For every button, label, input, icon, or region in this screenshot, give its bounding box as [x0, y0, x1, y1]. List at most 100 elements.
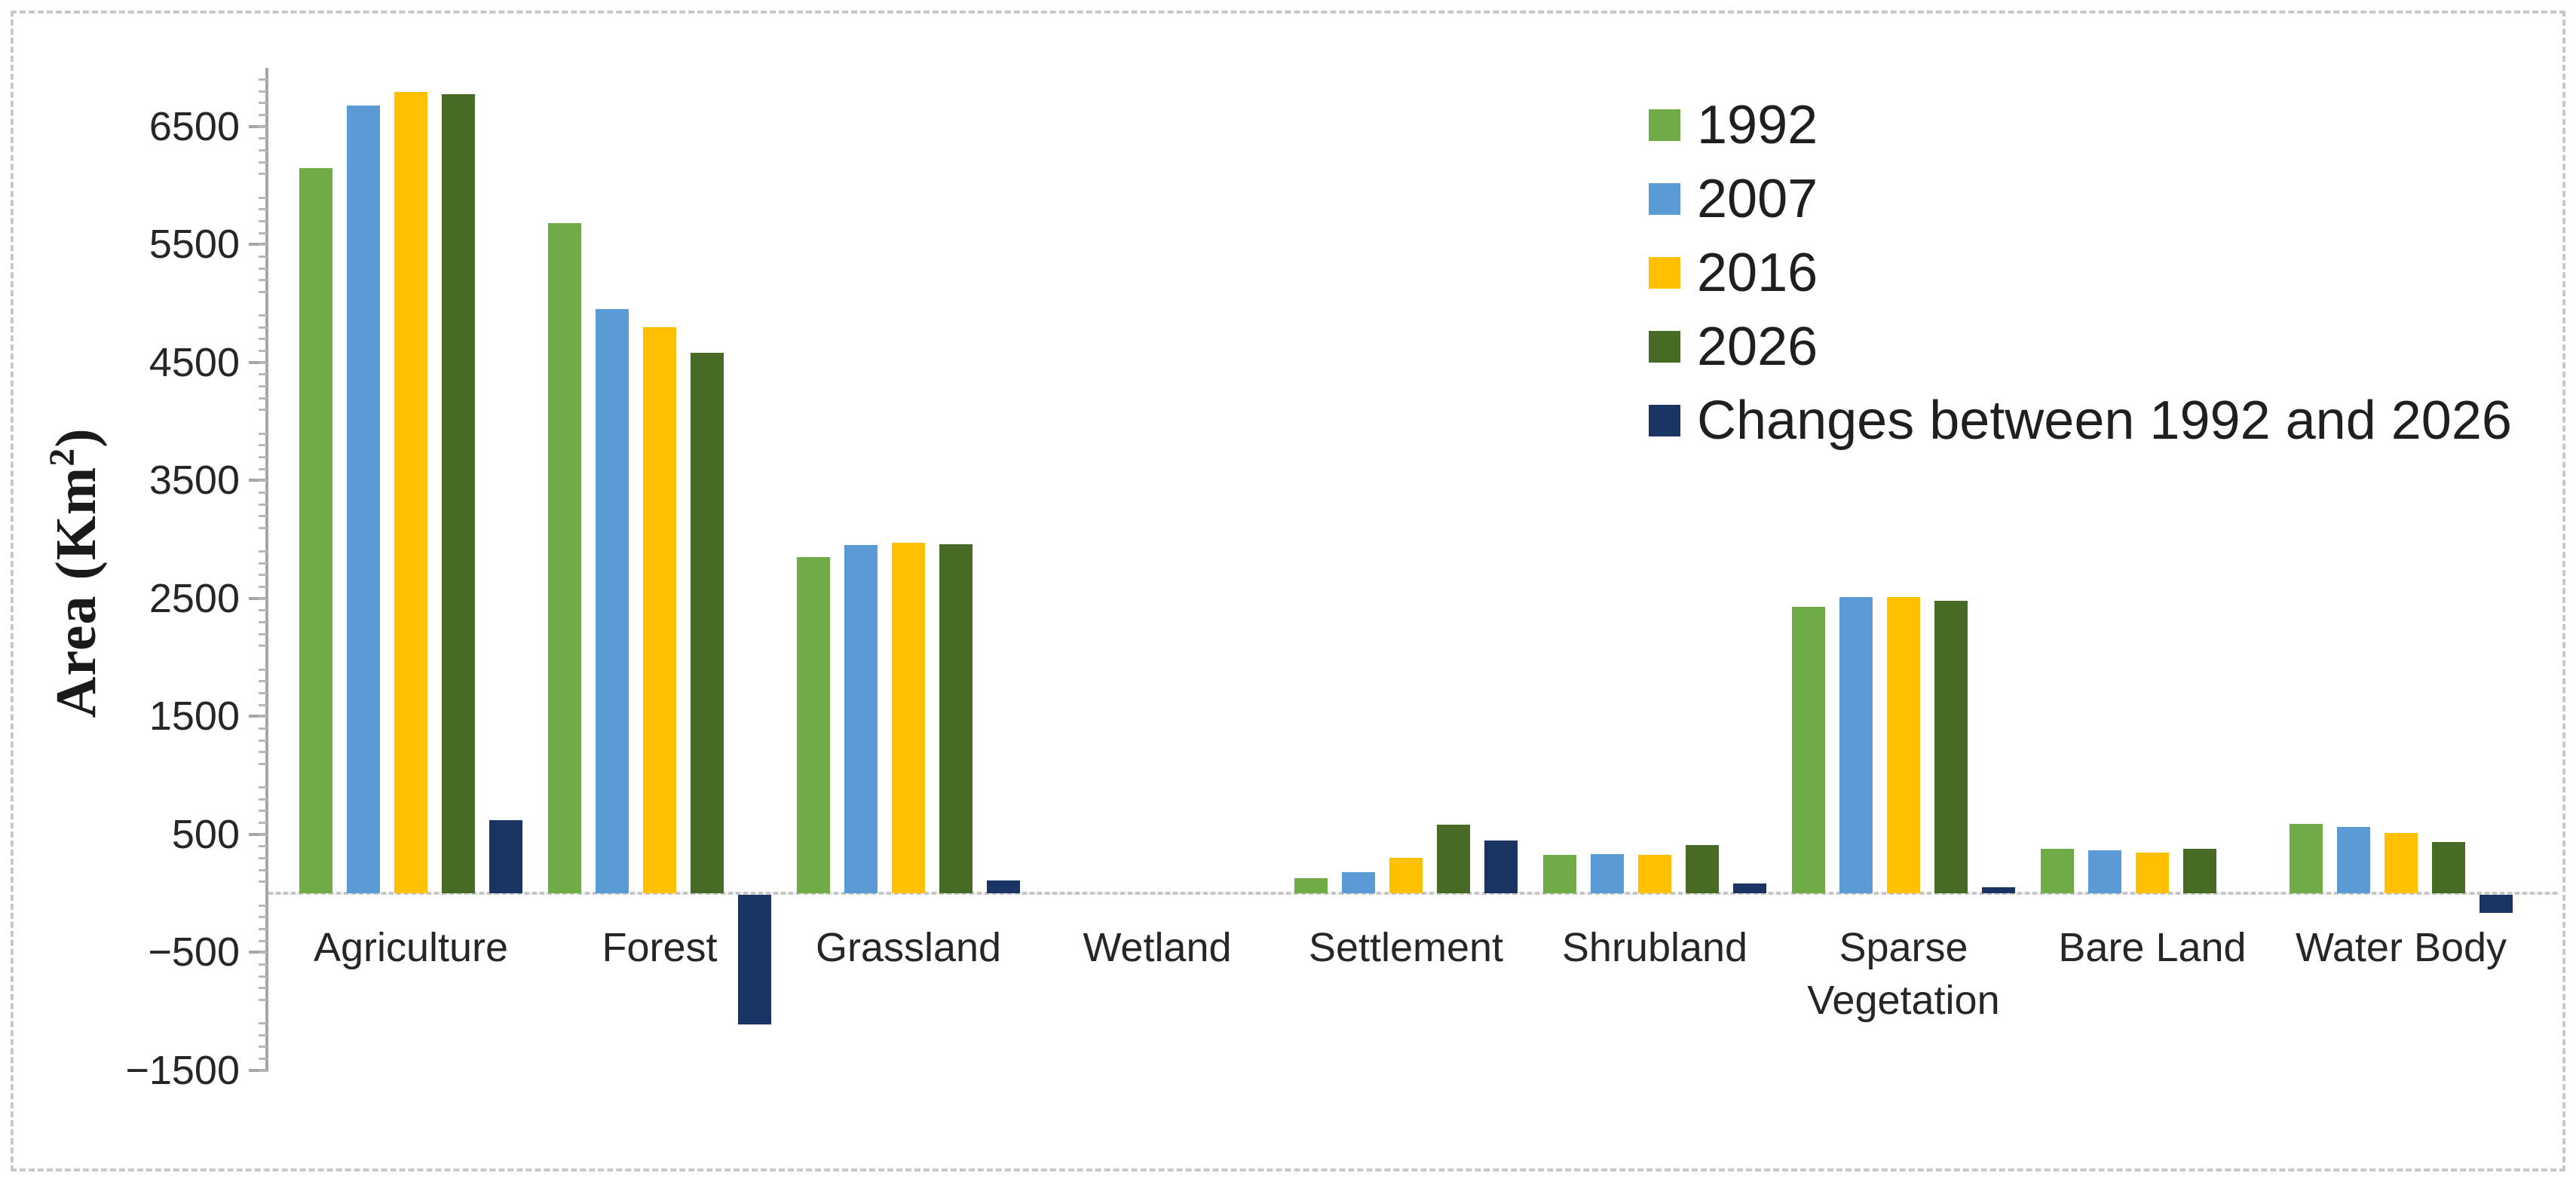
bar-1992-settlement: [1294, 878, 1328, 893]
y-axis-minor-tick: [259, 574, 267, 576]
bar-2016-agriculture: [394, 92, 427, 893]
legend-swatch: [1649, 331, 1680, 363]
bar-1992-grassland: [797, 557, 830, 893]
y-axis-tick-label: 1500: [149, 694, 240, 739]
y-axis-minor-tick: [259, 1034, 267, 1037]
legend-label: 1992: [1697, 95, 1818, 155]
y-axis-minor-tick: [259, 90, 267, 93]
y-axis-minor-tick: [259, 740, 267, 742]
category-label-sparse-vegetation: Sparse Vegetation: [1807, 925, 2000, 1023]
y-axis-minor-tick: [259, 161, 267, 164]
bar-2016-forest: [643, 327, 676, 893]
y-axis-minor-tick: [259, 834, 267, 836]
y-axis-minor-tick: [259, 504, 267, 506]
y-axis-major-tick: [249, 597, 267, 600]
y-axis-minor-tick: [259, 137, 267, 139]
legend-item-1992: 1992: [1649, 88, 2512, 162]
y-axis-minor-tick: [259, 515, 267, 517]
bar-2026-bare-land: [2183, 849, 2216, 893]
y-axis-minor-tick: [259, 256, 267, 258]
y-axis-tick-label: 3500: [149, 458, 240, 503]
y-axis-minor-tick: [259, 1046, 267, 1048]
y-axis-tick-label: 6500: [149, 104, 240, 149]
bar-2007-forest: [596, 309, 629, 893]
y-axis-minor-tick: [259, 633, 267, 635]
y-axis-tick-label: −500: [148, 929, 240, 975]
x-axis-baseline: [268, 892, 2560, 895]
y-axis-minor-tick: [259, 338, 267, 340]
y-axis-minor-tick: [259, 598, 267, 600]
y-axis-minor-tick: [259, 385, 267, 387]
legend-item-2007: 2007: [1649, 162, 2512, 236]
legend-swatch: [1649, 183, 1680, 215]
y-axis-minor-tick: [259, 232, 267, 234]
y-axis-tick-label: 4500: [149, 340, 240, 385]
bar-2016-shrubland: [1638, 855, 1671, 893]
y-axis-major-tick: [249, 479, 267, 482]
y-axis-minor-tick: [259, 126, 267, 128]
y-axis-tick-label: 500: [171, 812, 240, 857]
bar-2026-sparse-vegetation: [1934, 601, 1968, 893]
y-axis-minor-tick: [259, 197, 267, 199]
y-axis-minor-tick: [259, 468, 267, 470]
bar-changes-between-1992-and-2026-forest: [738, 895, 771, 1024]
legend-swatch: [1649, 109, 1680, 141]
legend-item-changes-between-1992-and-2026: Changes between 1992 and 2026: [1649, 384, 2512, 458]
y-axis-minor-tick: [259, 527, 267, 529]
y-axis-minor-tick: [259, 621, 267, 623]
bar-changes-between-1992-and-2026-grassland: [987, 880, 1020, 893]
bar-2016-settlement: [1389, 858, 1423, 893]
y-axis-minor-tick: [259, 479, 267, 482]
y-axis-minor-tick: [259, 1058, 267, 1060]
bar-2016-water-body: [2385, 833, 2418, 893]
y-axis-minor-tick: [259, 291, 267, 293]
bar-2007-agriculture: [347, 106, 380, 893]
y-axis-minor-tick: [259, 350, 267, 352]
y-axis-minor-tick: [259, 916, 267, 918]
y-axis-minor-tick: [259, 409, 267, 411]
y-axis-major-tick: [249, 951, 267, 954]
y-axis-tick-label: −1500: [125, 1048, 240, 1093]
y-axis-minor-tick: [259, 1070, 267, 1072]
bar-2016-grassland: [892, 543, 925, 893]
y-axis-minor-tick: [259, 822, 267, 824]
y-axis-minor-tick: [259, 433, 267, 435]
legend-label: Changes between 1992 and 2026: [1697, 390, 2512, 451]
y-axis-minor-tick: [259, 951, 267, 954]
bar-2007-shrubland: [1591, 854, 1624, 893]
y-axis-minor-tick: [259, 963, 267, 966]
legend: 1992 2007 2016 2026 Changes between 1992 and…: [1649, 88, 2512, 458]
bar-2007-bare-land: [2088, 850, 2121, 893]
bar-changes-between-1992-and-2026-sparse-vegetation: [1982, 887, 2015, 893]
y-axis-minor-tick: [259, 869, 267, 871]
bar-1992-forest: [548, 223, 581, 893]
y-axis-minor-tick: [259, 704, 267, 706]
y-axis-minor-tick: [259, 208, 267, 210]
y-axis-minor-tick: [259, 314, 267, 317]
y-axis-minor-tick: [259, 114, 267, 116]
y-axis-minor-tick: [259, 78, 267, 81]
category-label-wetland: Wetland: [1083, 925, 1232, 970]
y-axis-minor-tick: [259, 220, 267, 222]
bar-1992-agriculture: [299, 168, 332, 893]
y-axis-minor-tick: [259, 645, 267, 647]
y-axis-minor-tick: [259, 857, 267, 859]
bar-changes-between-1992-and-2026-agriculture: [489, 820, 522, 893]
y-axis-minor-tick: [259, 562, 267, 565]
y-axis-minor-tick: [259, 987, 267, 989]
y-axis-minor-tick: [259, 940, 267, 942]
y-axis-minor-tick: [259, 243, 267, 246]
category-label-agriculture: Agriculture: [313, 925, 509, 970]
category-label-shrubland: Shrubland: [1561, 925, 1748, 970]
y-axis-minor-tick: [259, 149, 267, 152]
category-label-water-body: Water Body: [2295, 925, 2507, 970]
y-axis-minor-tick: [259, 798, 267, 801]
y-axis-major-tick: [249, 715, 267, 718]
bar-1992-water-body: [2290, 824, 2323, 893]
y-axis-line: [265, 68, 268, 1072]
y-axis-minor-tick: [259, 397, 267, 400]
y-axis-minor-tick: [259, 1022, 267, 1024]
y-axis-minor-tick: [259, 173, 267, 175]
